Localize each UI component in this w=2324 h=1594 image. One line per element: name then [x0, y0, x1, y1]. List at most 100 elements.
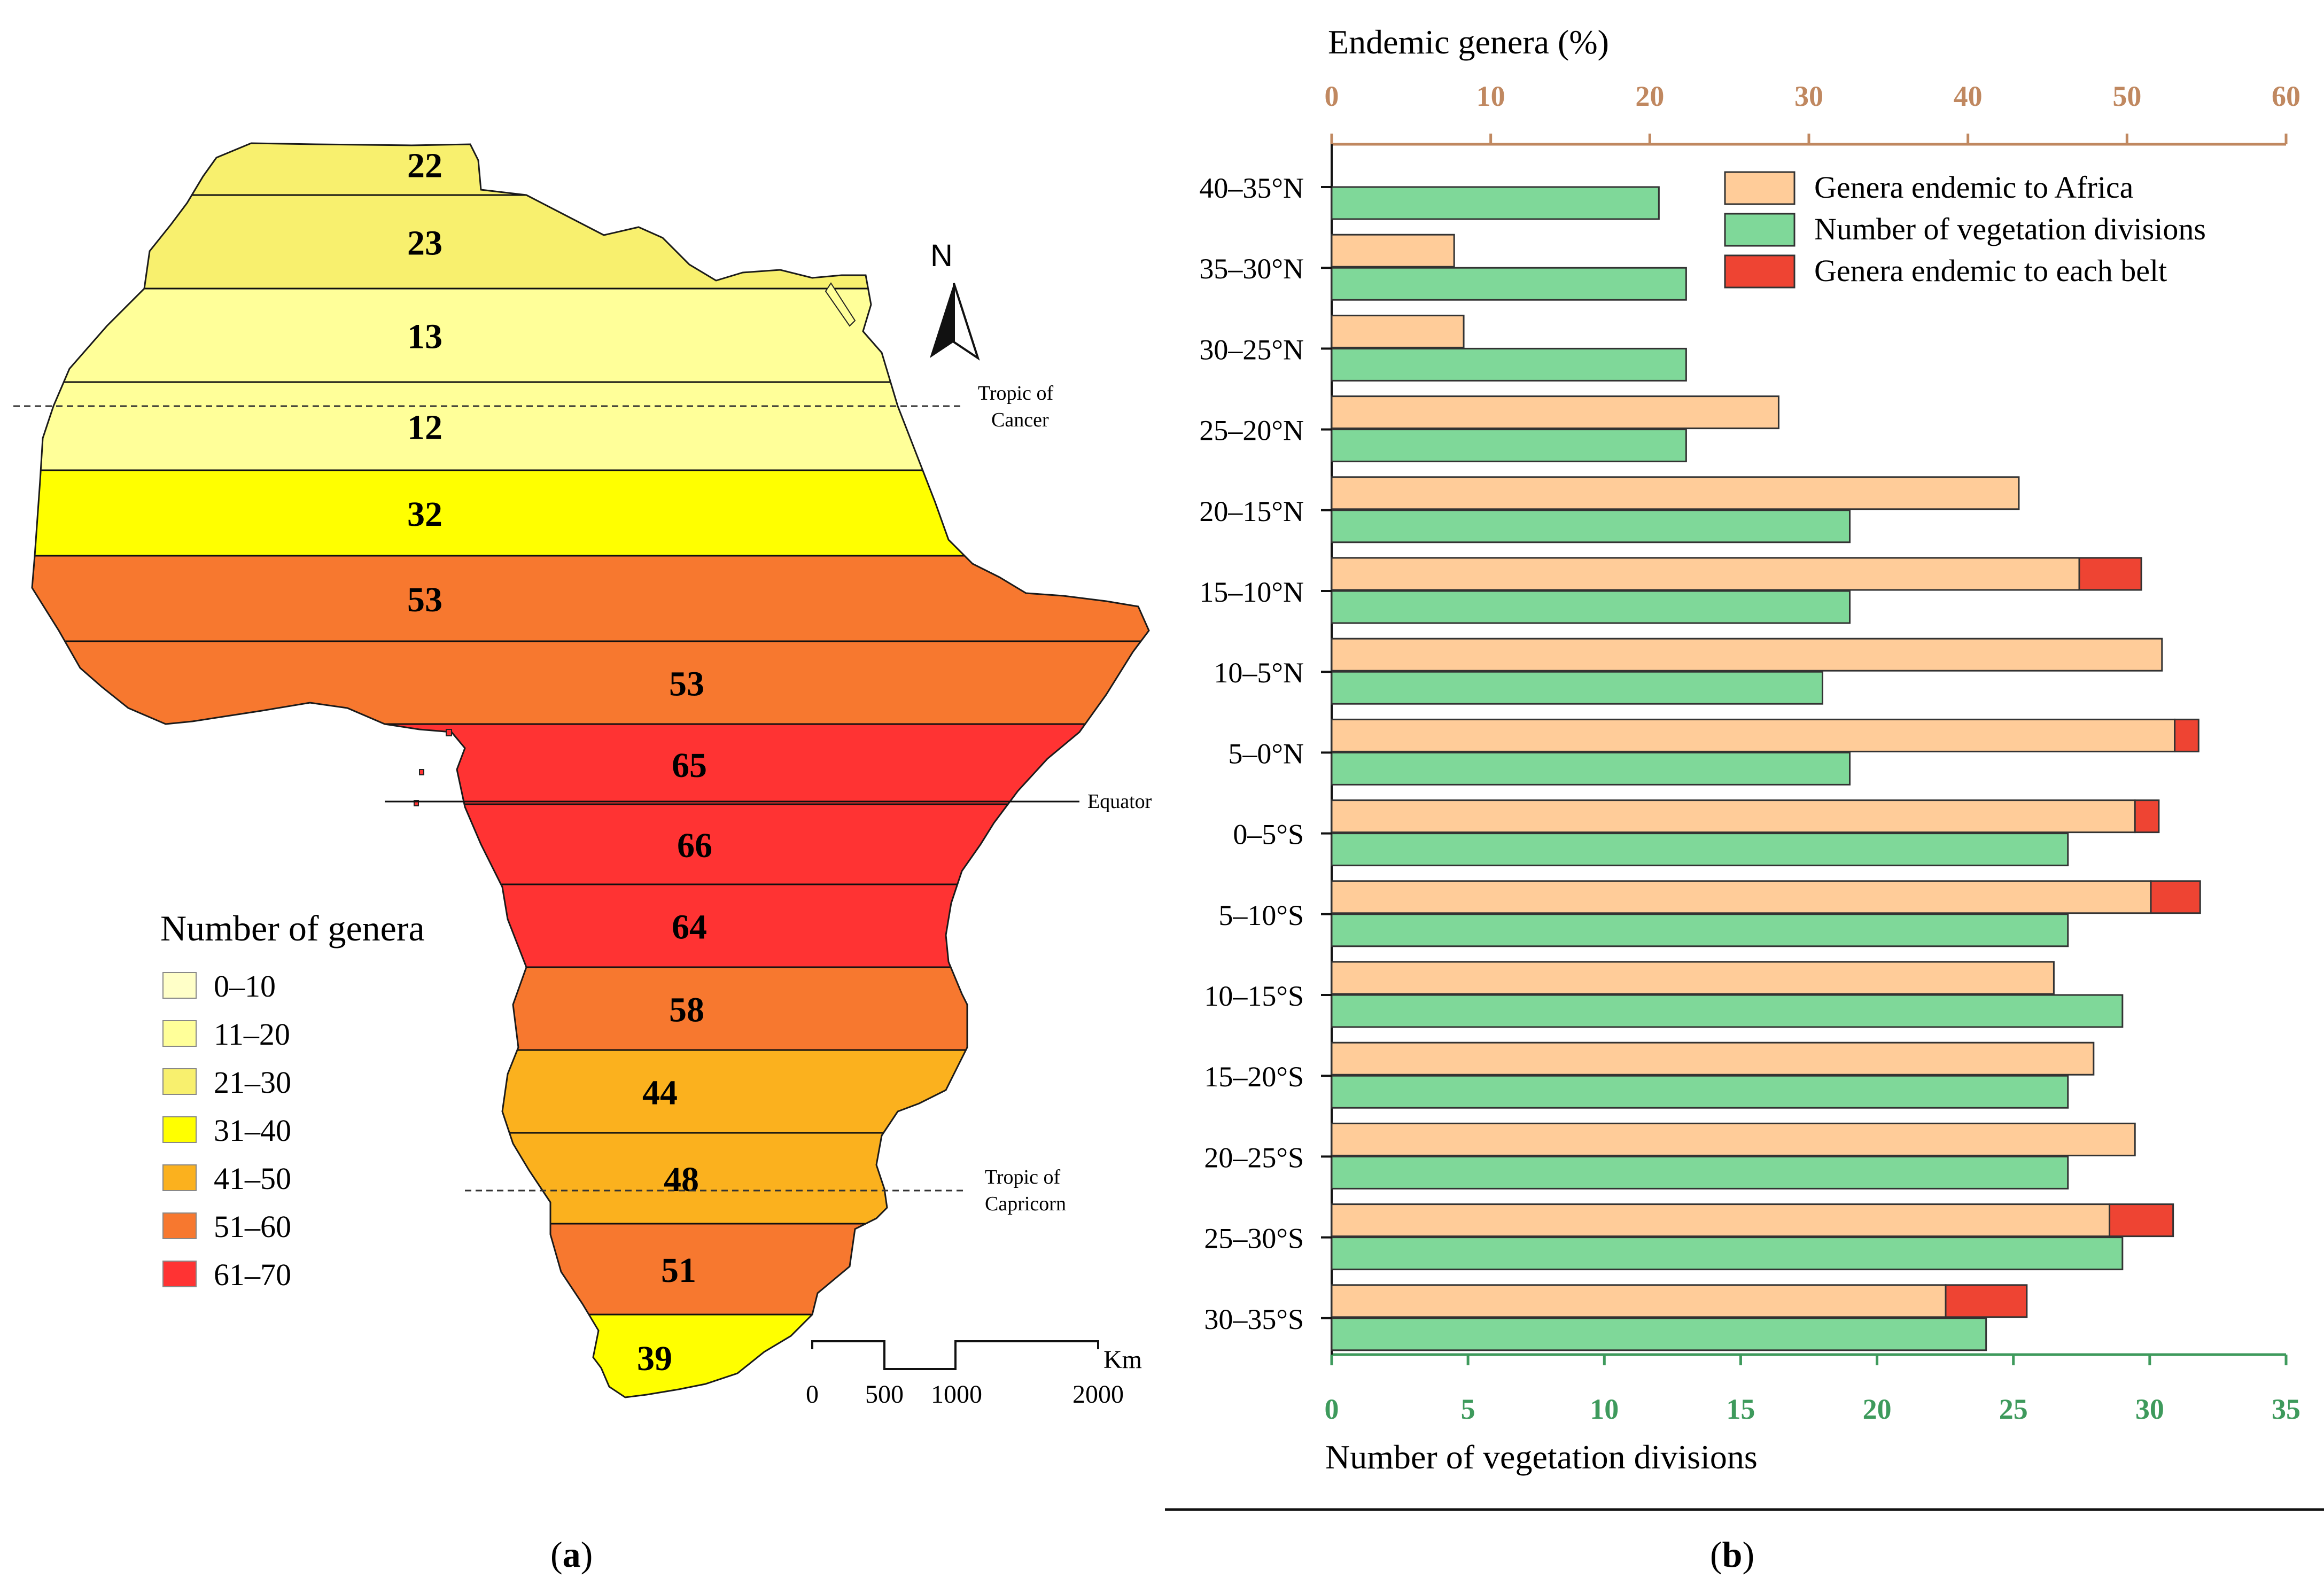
- top-tick-label: 60: [2272, 80, 2300, 112]
- map-band-1: [32, 195, 1149, 289]
- category-label: 20–15°N: [1199, 495, 1304, 527]
- scale-tick-500: 500: [865, 1380, 904, 1409]
- island-sao-tome: [414, 800, 419, 806]
- bar-endemic-africa: [1331, 314, 1465, 348]
- bar-vegetation-divisions: [1331, 1075, 2069, 1109]
- bottom-axis-title: Number of vegetation divisions: [1325, 1438, 1758, 1476]
- category-label: 30–25°N: [1199, 333, 1304, 366]
- band-labels: 22 23 13 12 32 53 53 65 66 64 58 44 48 51 39: [407, 146, 712, 1379]
- legend-swatch: [162, 1116, 197, 1143]
- legend-swatch: [162, 1212, 197, 1239]
- bar-vegetation-divisions: [1331, 509, 1851, 543]
- sinai-region: [825, 282, 856, 327]
- bottom-tick-label: 25: [1999, 1393, 2028, 1425]
- chart-legend-label: Number of vegetation divisions: [1814, 212, 2206, 246]
- bar-endemic-africa: [1331, 1041, 2095, 1076]
- map-band-4: [32, 470, 1149, 556]
- chart-legend-swatch: [1724, 254, 1796, 289]
- tropic-capricorn-label-2: Capricorn: [985, 1193, 1066, 1215]
- category-label: 15–10°N: [1199, 576, 1304, 608]
- legend-label: 21–30: [214, 1065, 291, 1100]
- band-label: 66: [677, 826, 712, 865]
- map-band-14: [32, 1315, 1149, 1397]
- category-label: 25–30°S: [1204, 1223, 1304, 1255]
- band-label: 23: [407, 224, 442, 263]
- bar-vegetation-divisions: [1331, 186, 1660, 220]
- top-tick-label: 0: [1325, 80, 1339, 112]
- top-tick-label: 10: [1476, 80, 1505, 112]
- legend-swatch: [162, 1068, 197, 1095]
- bar-endemic-africa: [1331, 1122, 2136, 1156]
- band-label: 65: [672, 746, 707, 785]
- legend-label: 0–10: [214, 969, 276, 1004]
- chart-legend-swatch: [1724, 171, 1796, 205]
- bar-endemic-belt: [2174, 718, 2199, 752]
- bar-endemic-africa: [1331, 557, 2080, 591]
- bar-endemic-africa: [1331, 395, 1779, 430]
- map-band-0: [32, 143, 1149, 195]
- tropic-capricorn-label-1: Tropic of: [985, 1166, 1060, 1188]
- legend-label: 41–50: [214, 1161, 291, 1196]
- chart-legend: Genera endemic to Africa Number of vegeta…: [1724, 170, 2206, 289]
- bar-endemic-belt: [2150, 880, 2201, 914]
- scale-tick-2000: 2000: [1072, 1380, 1124, 1409]
- legend-swatch: [162, 1020, 197, 1047]
- legend-label: 31–40: [214, 1113, 291, 1148]
- bar-endemic-africa: [1331, 799, 2136, 834]
- bar-endemic-africa: [1331, 1284, 1947, 1318]
- band-label: 13: [407, 317, 442, 356]
- legend-swatch: [162, 972, 197, 999]
- map-legend: Number of genera 0–10 11–20 21–30 31–40 41–5…: [160, 908, 425, 1292]
- band-label: 53: [669, 665, 704, 704]
- category-label: 35–30°N: [1199, 253, 1304, 285]
- north-label: N: [930, 238, 953, 273]
- bottom-axis: 0 5 10 15 20 25 30 35: [1325, 1353, 2300, 1425]
- bar-vegetation-divisions: [1331, 590, 1851, 624]
- scale-tick-1000: 1000: [931, 1380, 982, 1409]
- bar-vegetation-divisions: [1331, 913, 2069, 947]
- category-label: 40–35°N: [1199, 172, 1304, 204]
- scale-bar: Km 0 500 1000 2000: [806, 1340, 1142, 1409]
- bar-vegetation-divisions: [1331, 671, 1824, 705]
- bar-vegetation-divisions: [1331, 1237, 2124, 1271]
- top-axis-title: Endemic genera (%): [1328, 23, 1609, 61]
- category-label: 30–35°S: [1204, 1303, 1304, 1335]
- band-label: 64: [672, 908, 707, 947]
- bar-endemic-africa: [1331, 880, 2152, 914]
- bottom-tick-label: 30: [2135, 1393, 2164, 1425]
- category-label: 10–5°N: [1214, 657, 1304, 689]
- chart-legend-swatch: [1724, 213, 1796, 247]
- top-tick-label: 20: [1635, 80, 1664, 112]
- island-principe: [419, 769, 424, 775]
- legend-label: 61–70: [214, 1257, 291, 1292]
- scale-tick-0: 0: [806, 1380, 819, 1409]
- bar-endemic-africa: [1331, 1203, 2111, 1238]
- bar-endemic-africa: [1331, 718, 2176, 752]
- bar-endemic-africa: [1331, 476, 2020, 510]
- band-label: 39: [637, 1339, 672, 1378]
- band-label: 22: [407, 146, 442, 185]
- island-bioko: [446, 729, 452, 736]
- bar-endemic-belt: [2109, 1203, 2174, 1238]
- category-labels: 40–35°N 35–30°N 30–25°N 25–20°N 20–15°N 15–10…: [1199, 172, 1332, 1335]
- bar-vegetation-divisions: [1331, 429, 1687, 463]
- bar-vegetation-divisions: [1331, 267, 1687, 301]
- chart-legend-label: Genera endemic to Africa: [1814, 170, 2133, 205]
- legend-label: 51–60: [214, 1209, 291, 1244]
- category-label: 20–25°S: [1204, 1141, 1304, 1173]
- panel-b-chart: Endemic genera (%) 0 10 20 30 40 50 60 0 5 10 15 2…: [1165, 23, 2324, 1511]
- bar-vegetation-divisions: [1331, 751, 1851, 786]
- scale-unit: Km: [1103, 1346, 1142, 1374]
- north-arrow-icon: N: [930, 238, 980, 361]
- map-band-7: [32, 724, 1149, 804]
- legend-title: Number of genera: [160, 908, 425, 948]
- bar-endemic-belt: [1945, 1284, 2028, 1318]
- band-label: 58: [669, 991, 704, 1030]
- bar-vegetation-divisions: [1331, 833, 2069, 867]
- top-tick-label: 50: [2112, 80, 2141, 112]
- category-label: 0–5°S: [1233, 819, 1304, 851]
- band-label: 44: [642, 1074, 678, 1113]
- caption-b: (b): [1710, 1534, 1755, 1575]
- bar-endemic-africa: [1331, 234, 1455, 268]
